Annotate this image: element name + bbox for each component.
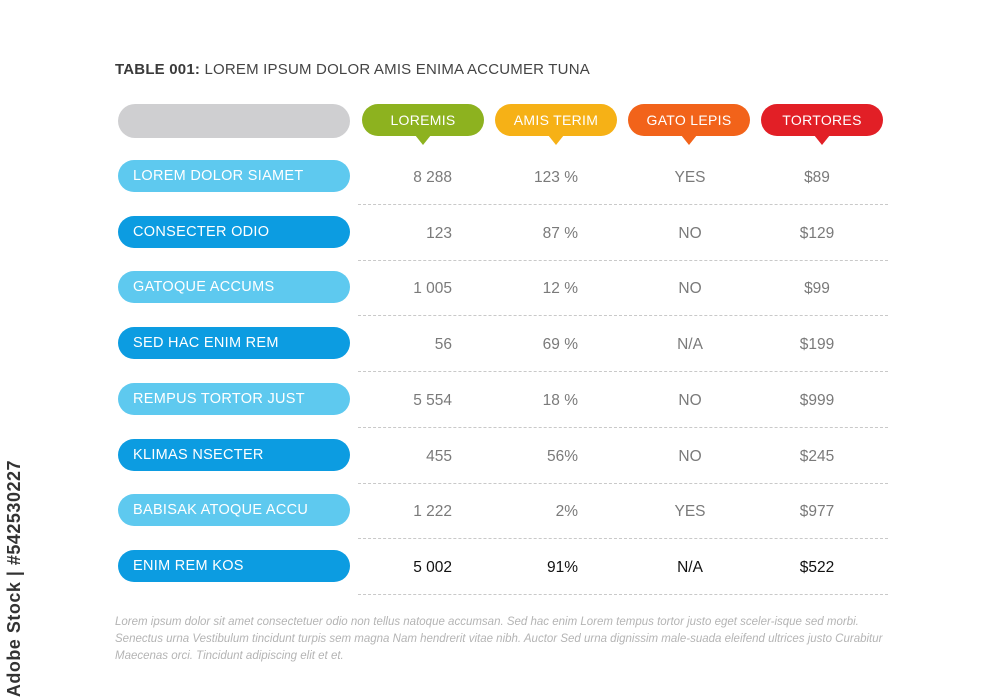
row-label: SED HAC ENIM REM: [118, 327, 350, 360]
table-cell: 56%: [546, 447, 578, 465]
row-header-placeholder: [118, 104, 350, 138]
table-cell: 12 %: [542, 280, 578, 298]
stock-id-watermark: Adobe Stock | #542530227: [4, 460, 24, 697]
table-cell: NO: [678, 447, 702, 465]
table-cell: 5 002: [413, 558, 452, 576]
table-cell: 5 554: [413, 391, 452, 409]
footnote: Lorem ipsum dolor sit amet consectetuer …: [115, 616, 883, 662]
row-separator: [358, 593, 888, 595]
row-separator: [358, 259, 888, 261]
table-title-text: LOREM IPSUM DOLOR AMIS ENIMA ACCUMER TUN…: [204, 61, 590, 78]
table-cell: NO: [678, 224, 702, 242]
row-label: BABISAK ATOQUE ACCU: [118, 494, 350, 527]
row-separator: [358, 482, 888, 484]
table-cell: 18 %: [542, 391, 578, 409]
row-separator: [358, 371, 888, 373]
row-label: GATOQUE ACCUMS: [118, 271, 350, 304]
table-cell: $199: [799, 336, 835, 354]
row-label: ENIM REM KOS: [118, 549, 350, 582]
table-cell: $977: [799, 503, 835, 521]
table-cell: 69 %: [542, 336, 578, 354]
table-cell: NO: [678, 280, 702, 298]
table-cell: YES: [674, 169, 706, 186]
column-header-2: AMIS TERIM: [495, 104, 617, 145]
column-header-4: TORTORES: [761, 104, 883, 145]
table-cell: 123 %: [534, 169, 578, 186]
table-cell: 1 222: [413, 503, 452, 521]
table-cell: $522: [799, 558, 835, 576]
table-cell: $99: [804, 280, 830, 298]
row-separator: [358, 204, 888, 205]
column-header-1: LOREMIS: [362, 104, 484, 145]
row-label: LOREM DOLOR SIAMET: [118, 160, 350, 192]
table-cell: $245: [799, 447, 835, 465]
table-cell: 455: [426, 447, 452, 465]
table-cell: 56: [434, 336, 452, 354]
table-cell: N/A: [677, 558, 703, 576]
table-cell: 123: [426, 224, 452, 242]
table-cell: NO: [678, 391, 702, 409]
table-cell: 87 %: [542, 224, 578, 242]
table-cell: $89: [804, 169, 830, 186]
table-cell: $999: [799, 391, 835, 409]
table-cell: $129: [799, 224, 835, 242]
row-separator: [358, 315, 888, 317]
row-label: REMPUS TORTOR JUST: [118, 382, 350, 415]
table-cell: 1 005: [413, 280, 452, 298]
row-separator: [358, 538, 888, 540]
row-label: KLIMAS NSECTER: [118, 438, 350, 471]
table-cell: YES: [674, 503, 706, 521]
table-cell: N/A: [677, 336, 703, 354]
row-separator: [358, 426, 888, 428]
table-cell: 2%: [555, 503, 578, 521]
table-title-prefix: TABLE 001:: [115, 61, 201, 78]
row-label: CONSECTER ODIO: [118, 215, 350, 248]
table-cell: 8 288: [413, 169, 452, 186]
column-header-3: GATO LEPIS: [628, 104, 750, 145]
table-title: TABLE 001: LOREM IPSUM DOLOR AMIS ENIMA …: [115, 61, 590, 78]
table-cell: 91%: [546, 558, 578, 576]
